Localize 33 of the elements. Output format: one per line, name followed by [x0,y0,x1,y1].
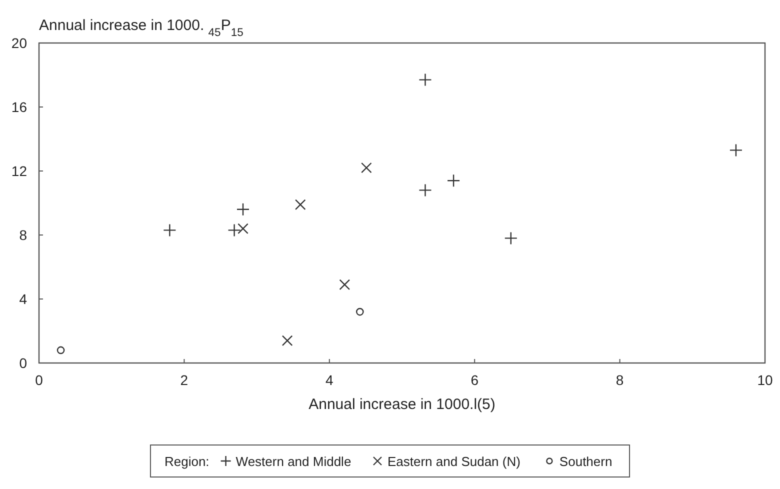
legend-title: Region: [164,454,210,469]
point [236,202,250,216]
x-tick-label: 4 [326,372,334,388]
x-tick-label: 8 [616,372,624,388]
y-tick-label: 0 [19,355,28,371]
legend-label: Eastern and Sudan (N) [387,454,520,469]
x-axis-title: Annual increase in 1000.l(5) [308,396,496,413]
x-tick-label: 2 [180,372,188,388]
y-tick-label: 8 [19,227,28,243]
point [446,174,460,188]
point [163,224,176,237]
point [729,144,743,157]
point [238,223,248,234]
y-tick-label: 12 [11,163,28,179]
point [282,335,293,346]
point [228,224,241,237]
y-tick-label: 4 [19,291,28,307]
point [56,346,65,354]
x-tick-label: 10 [757,372,773,388]
x-tick-label: 0 [35,372,44,388]
chart-title: Annual increase in 1000. $_{45}$P$_{15}$ [39,17,244,39]
point [339,279,350,290]
point [504,232,518,245]
point [418,73,432,86]
legend-label: Western and Middle [236,454,352,469]
point [356,308,364,316]
y-tick-label: 20 [11,35,28,51]
x-tick-label: 6 [470,372,479,388]
point [294,199,306,210]
point [361,162,372,174]
point [418,184,432,197]
y-tick-label: 16 [11,99,28,115]
legend-label: Southern [559,454,612,469]
